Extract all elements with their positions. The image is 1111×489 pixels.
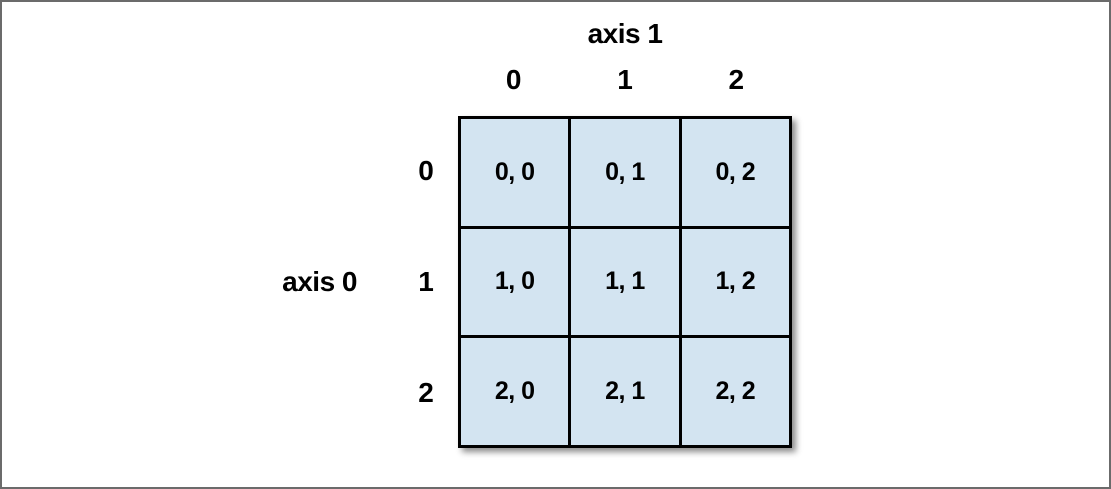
grid-cell-0-1: 0, 1 — [571, 119, 679, 226]
grid-cell-1-0: 1, 0 — [461, 228, 569, 336]
grid-cell-0-2: 0, 2 — [681, 119, 789, 226]
row-label-1: 1 — [418, 266, 434, 297]
column-label-0: 0 — [505, 64, 522, 95]
axis1-title: axis 1 — [587, 18, 663, 49]
grid-cell-2-2: 2, 2 — [681, 338, 789, 445]
array-grid: 0, 0 0, 1 0, 2 1, 0 1, 1 1, 2 2, 0 2, 1 … — [458, 116, 792, 448]
axis0-title: axis 0 — [282, 266, 357, 297]
row-label-0: 0 — [418, 155, 434, 187]
grid-cell-1-1: 1, 1 — [571, 228, 679, 336]
row-label-2: 2 — [418, 376, 434, 408]
column-labels: 0 1 2 — [458, 64, 792, 98]
grid-cell-1-2: 1, 2 — [681, 228, 789, 336]
grid-cell-2-1: 2, 1 — [571, 338, 679, 445]
column-label-2: 2 — [728, 64, 745, 95]
column-label-1: 1 — [617, 64, 633, 95]
grid-cell-0-0: 0, 0 — [461, 119, 569, 226]
row-labels: 0 1 2 — [405, 116, 447, 448]
grid-cell-2-0: 2, 0 — [461, 338, 569, 445]
